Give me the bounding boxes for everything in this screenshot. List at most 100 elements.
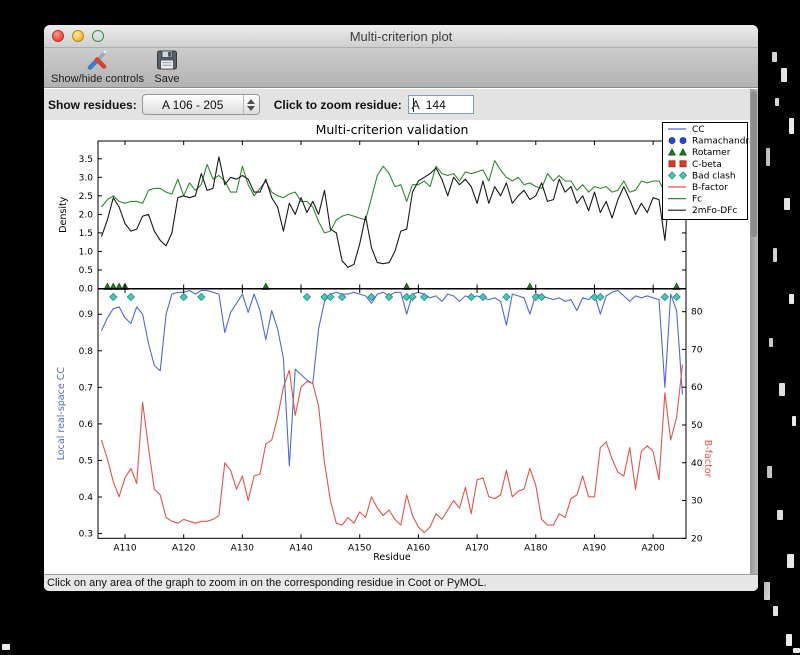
noise-speck (781, 68, 787, 82)
noise-speck (787, 554, 794, 568)
legend-sample-marker (667, 171, 677, 180)
x-tick-label: A120 (172, 543, 196, 553)
bad-clash-marker (326, 292, 335, 302)
legend-sample-marker (668, 160, 676, 168)
zoom-residue-value: A 144 (411, 97, 446, 112)
b-factor-line (100, 364, 684, 534)
save-button[interactable]: Save (149, 46, 185, 86)
figure-area[interactable]: A110 A120 A130 A140 A150 A160 A170 A180 A190 A200… (44, 120, 750, 575)
scrollbar[interactable] (750, 89, 758, 575)
noise-speck (772, 52, 777, 62)
noise-speck (775, 98, 779, 106)
cc-bfactor-plot-frame (97, 288, 687, 539)
density-plot-area[interactable] (98, 141, 686, 289)
minimize-button[interactable] (72, 30, 84, 42)
bad-clash-marker (367, 292, 376, 302)
noise-speck (764, 582, 770, 600)
status-text: Click on any area of the graph to zoom i… (47, 577, 487, 589)
x-tick-label: A140 (289, 543, 313, 553)
legend-label: CC (692, 125, 705, 135)
noise-speck (766, 148, 770, 166)
cc-tick-label: 0.5 (79, 456, 93, 466)
legend-label: C-beta (692, 160, 722, 170)
traffic-lights (52, 30, 104, 42)
x-tick-label: A110 (113, 543, 137, 553)
legend-label: 2mFo-DFc (692, 206, 737, 216)
x-tick-label: A190 (583, 543, 607, 553)
bad-clash-marker (660, 292, 670, 302)
x-tick-label: A160 (407, 543, 431, 553)
bad-clash-marker (420, 292, 429, 302)
x-tick-label: A200 (641, 543, 665, 553)
density-axis-label: Density (58, 196, 69, 232)
controls-row: Show residues: A 106 - 205 Click to zoom… (44, 89, 758, 120)
plot-legend (662, 122, 748, 220)
residue-range-value: A 106 - 205 (161, 97, 224, 112)
chart-title: Multi-criterion validation (316, 122, 469, 137)
show-hide-controls-button[interactable]: Show/hide controls (46, 46, 149, 86)
noise-speck (777, 510, 783, 520)
residue-range-select[interactable]: A 106 - 205 (141, 94, 260, 115)
legend-entry-rotamer (668, 148, 687, 156)
density-tick-label: 1.0 (79, 247, 94, 257)
tools-icon (88, 49, 108, 70)
x-tick-label: A130 (231, 543, 255, 553)
bad-clash-marker (402, 292, 411, 302)
x-tick-label: A170 (465, 543, 489, 553)
bad-clash-marker (596, 292, 605, 302)
cc-tick-label: 0.4 (79, 493, 94, 503)
2mfo-dfc-line (100, 156, 684, 268)
cc-tick-label: 0.8 (79, 347, 94, 357)
legend-entry-bad-clash (667, 171, 688, 180)
zoom-residue-input[interactable]: A 144 (407, 95, 474, 114)
bad-clash-marker (126, 292, 136, 302)
bfactor-tick-label: 70 (691, 345, 703, 355)
noise-speck (784, 198, 790, 210)
x-axis-label: Residue (373, 552, 411, 563)
noise-speck (779, 383, 785, 396)
bad-clash-marker (179, 292, 188, 302)
bfactor-tick-label: 50 (691, 421, 703, 431)
bfactor-tick-label: 20 (691, 534, 703, 544)
bfactor-tick-label: 30 (691, 497, 703, 507)
bfactor-axis-label: B-factor (702, 440, 713, 478)
bad-clash-marker (408, 292, 417, 302)
density-tick-label: 3.5 (79, 155, 93, 165)
bad-clash-marker (337, 292, 347, 302)
stepper-arrows-icon (242, 95, 259, 114)
noise-speck (2, 644, 10, 650)
x-tick-label: A150 (348, 543, 372, 553)
cc-bfactor-plot-area[interactable] (98, 289, 686, 538)
text-cursor (412, 98, 414, 112)
bad-clash-marker (109, 292, 118, 302)
legend-sample-marker (668, 137, 676, 145)
fc-line (101, 160, 684, 234)
legend-label: Bad clash (692, 171, 736, 181)
bad-clash-marker (672, 292, 681, 302)
maximize-button[interactable] (92, 30, 104, 42)
bad-clash-marker (478, 292, 488, 302)
scrollbar-thumb[interactable] (751, 91, 757, 237)
legend-sample-marker (679, 160, 687, 168)
save-label: Save (154, 73, 180, 85)
legend-box (662, 122, 748, 220)
density-tick-label: 1.5 (79, 229, 93, 239)
cc-tick-label: 0.7 (79, 383, 93, 393)
bad-clash-marker (384, 292, 394, 302)
density-tick-label: 2.0 (79, 210, 94, 220)
legend-sample-marker (679, 148, 687, 156)
window-title: Multi-criterion plot (349, 29, 453, 44)
noise-speck (773, 248, 777, 262)
legend-label: Rotamer (692, 148, 731, 158)
window-titlebar[interactable]: Multi-criterion plot (44, 25, 758, 48)
cc-line (101, 289, 684, 467)
multi-criterion-chart[interactable]: A110 A120 A130 A140 A150 A160 A170 A180 A190 A200… (44, 120, 750, 575)
bad-clash-marker (531, 292, 540, 302)
bad-clash-marker (590, 292, 599, 302)
noise-speck (769, 338, 773, 347)
close-button[interactable] (52, 30, 64, 42)
bfactor-tick-label: 80 (691, 308, 703, 318)
noise-speck (773, 606, 778, 616)
legend-entry-c-beta (668, 160, 687, 168)
noise-speck (789, 294, 794, 304)
